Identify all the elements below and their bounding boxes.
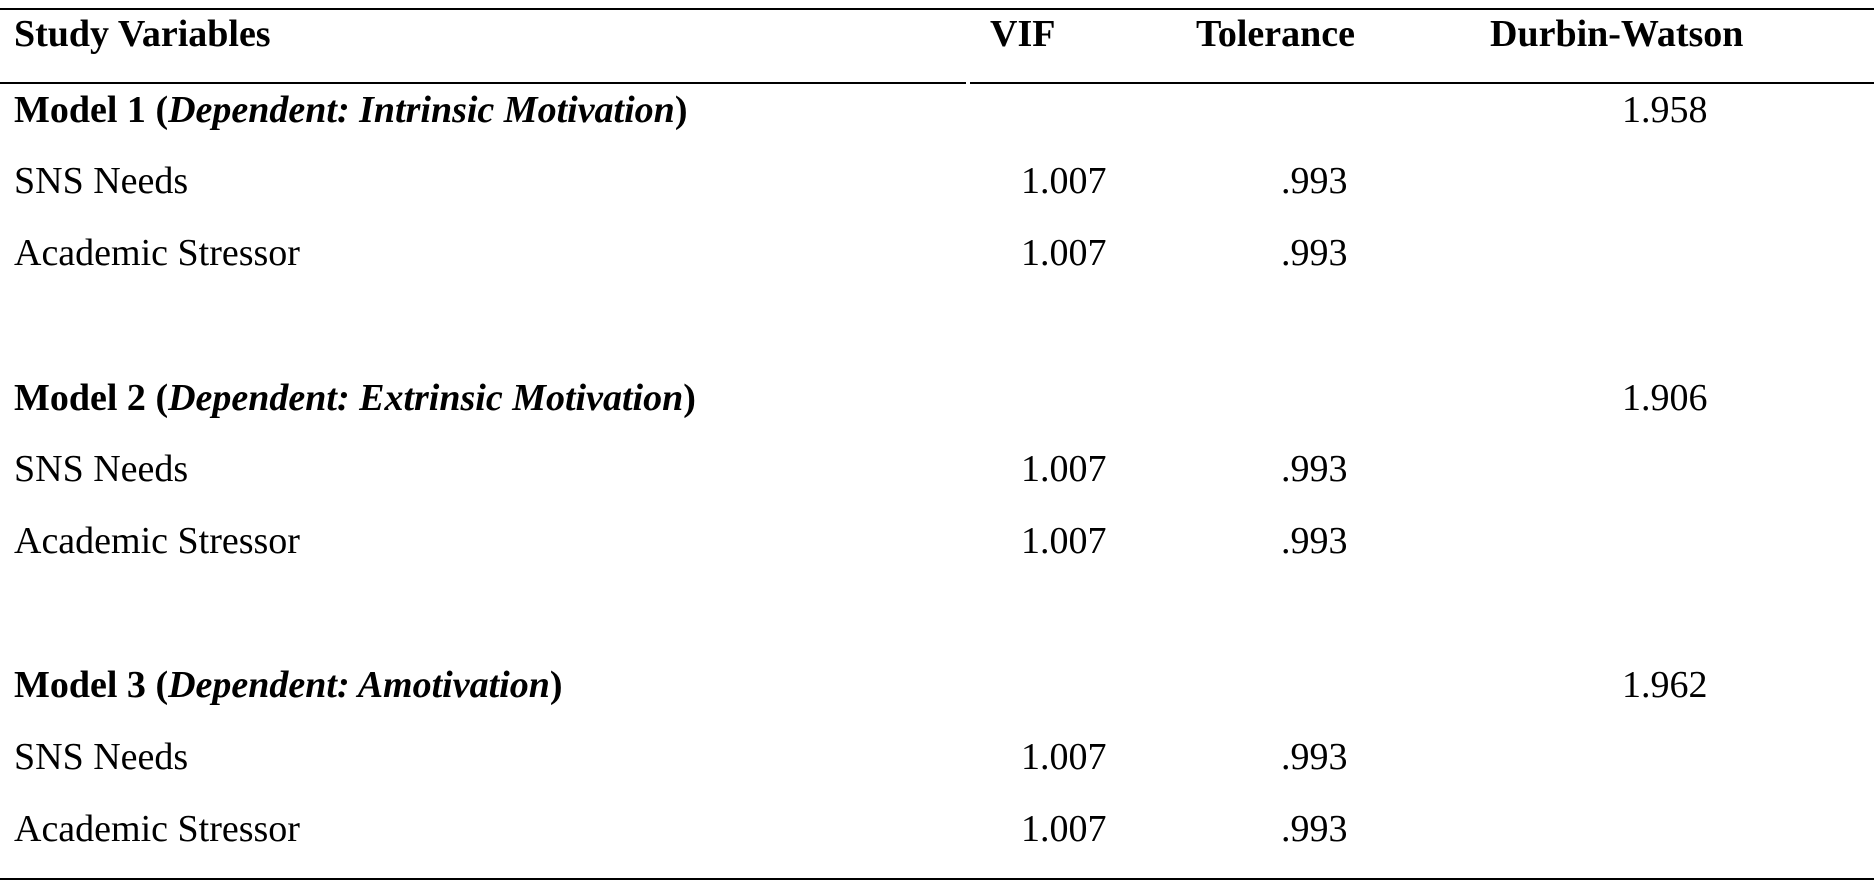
model-open-paren: ( xyxy=(145,664,169,706)
header-study-variables: Study Variables xyxy=(14,13,271,55)
model-close-paren: ) xyxy=(683,377,696,419)
tolerance-value: .993 xyxy=(1281,232,1348,274)
table-bottom-rule xyxy=(0,878,1874,880)
vif-value: 1.007 xyxy=(1021,232,1107,274)
model-close-paren: ) xyxy=(549,664,563,706)
model-open-paren: ( xyxy=(145,377,169,419)
model-open-paren: ( xyxy=(145,89,169,131)
model-title: Model 2 xyxy=(14,377,146,419)
vif-value: 1.007 xyxy=(1021,448,1107,490)
vif-value: 1.007 xyxy=(1021,736,1107,778)
header-under-rule xyxy=(970,82,1874,84)
model-close-paren: ) xyxy=(674,89,688,131)
header-durbin-watson: Durbin-Watson xyxy=(1490,13,1744,55)
durbin-watson-value: 1.958 xyxy=(1622,89,1708,131)
table-top-rule xyxy=(0,8,1874,10)
tolerance-value: .993 xyxy=(1281,520,1348,562)
tolerance-value: .993 xyxy=(1281,736,1348,778)
variable-name: Academic Stressor xyxy=(14,520,300,562)
model-title: Model 3 xyxy=(14,664,146,706)
variable-name: SNS Needs xyxy=(14,736,189,778)
model-dependent: Dependent: Amotivation xyxy=(168,664,550,706)
model-heading: Model 2 (Dependent: Extrinsic Motivation… xyxy=(14,376,696,420)
tolerance-value: .993 xyxy=(1281,808,1348,850)
model-heading: Model 1 (Dependent: Intrinsic Motivation… xyxy=(14,88,687,132)
model-dependent: Dependent: Intrinsic Motivation xyxy=(168,89,675,131)
variable-name: Academic Stressor xyxy=(14,808,300,850)
durbin-watson-value: 1.962 xyxy=(1622,664,1708,706)
vif-value: 1.007 xyxy=(1021,520,1107,562)
vif-value: 1.007 xyxy=(1021,160,1107,202)
variable-name: SNS Needs xyxy=(14,160,189,202)
variable-name: SNS Needs xyxy=(14,448,189,490)
tolerance-value: .993 xyxy=(1281,448,1348,490)
vif-value: 1.007 xyxy=(1021,808,1107,850)
variable-name: Academic Stressor xyxy=(14,232,300,274)
header-vif: VIF xyxy=(990,13,1056,55)
header-tolerance: Tolerance xyxy=(1196,13,1356,55)
durbin-watson-value: 1.906 xyxy=(1622,377,1708,419)
model-dependent: Dependent: Extrinsic Motivation xyxy=(168,377,684,419)
model-title: Model 1 xyxy=(14,89,146,131)
model-heading: Model 3 (Dependent: Amotivation) xyxy=(14,663,563,707)
header-under-rule xyxy=(0,82,966,84)
tolerance-value: .993 xyxy=(1281,160,1348,202)
